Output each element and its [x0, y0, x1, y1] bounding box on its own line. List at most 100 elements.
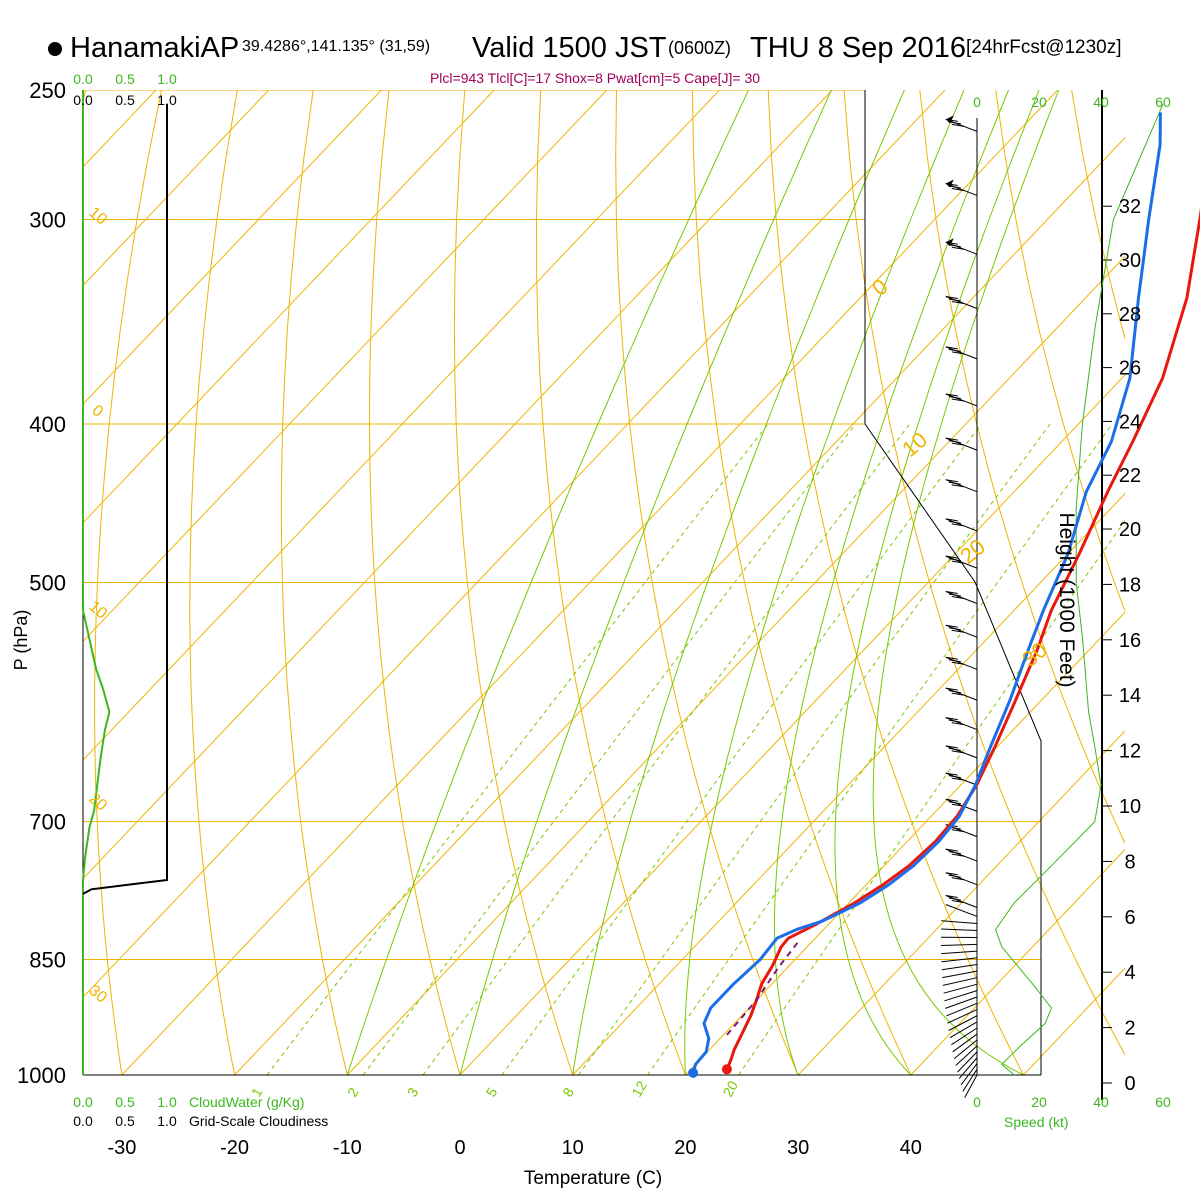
surface-temperature-marker	[721, 1064, 732, 1075]
valid-time: Valid 1500 JST	[472, 32, 667, 64]
theta-label: 0	[88, 402, 106, 421]
wind-barb-feather	[945, 437, 958, 441]
theta-label: 10	[85, 204, 110, 229]
wind-barb-feather	[951, 484, 964, 488]
wind-barb	[945, 296, 978, 309]
height-tick-label: 10	[1119, 796, 1141, 818]
wind-barb	[945, 772, 978, 786]
pressure-tick-label: 700	[29, 810, 66, 835]
wind-barb-feather	[951, 661, 964, 665]
wind-barb	[945, 393, 978, 407]
isotherm-line	[83, 90, 608, 643]
wind-barb-feather	[945, 518, 958, 522]
dry-adiabat-line	[995, 90, 1125, 613]
wind-barb	[945, 798, 978, 812]
height-tick-label: 28	[1119, 304, 1141, 326]
wind-barb-feather	[948, 801, 961, 805]
wind-barb-feather	[951, 829, 964, 833]
cloudwater-tick-bottom: 0.5	[115, 1094, 135, 1110]
wind-barb-feather	[951, 629, 964, 633]
height-tick-label: 26	[1119, 358, 1141, 380]
height-tick-label: 8	[1124, 851, 1135, 873]
wind-barb	[964, 1074, 978, 1098]
wind-barb	[941, 950, 978, 955]
wind-barb-feather	[948, 851, 961, 855]
mixing-ratio-line	[501, 423, 982, 1075]
cloudwater-tick-bottom: 1.0	[157, 1094, 177, 1110]
theta-label: 30	[85, 982, 110, 1007]
wind-barb	[944, 990, 978, 1002]
y-axis-label: P (hPa)	[11, 610, 31, 671]
moist-adiabat-line	[572, 90, 905, 1075]
pressure-tick-label: 250	[29, 78, 66, 103]
cloudwater-tick-top: 0.0	[73, 71, 93, 87]
wind-barb	[945, 848, 978, 862]
wind-barb-pennant	[945, 238, 954, 247]
dry-adiabat-line	[691, 90, 912, 1075]
wind-barb	[942, 970, 978, 979]
wind-barb	[945, 241, 978, 255]
temperature-tick-label: -30	[107, 1137, 136, 1159]
cloudiness-tick-bottom: 1.0	[157, 1113, 177, 1129]
wind-barb-feather	[948, 520, 961, 524]
wind-barb-feather	[948, 659, 961, 663]
wind-barb-feather	[945, 479, 958, 483]
stability-indices: Plcl=943 Tlcl[C]=17 Shox=8 Pwat[cm]=5 Ca…	[430, 70, 760, 86]
wind-barb-feather	[948, 185, 961, 189]
height-tick-label: 12	[1119, 741, 1141, 763]
height-tick-label: 32	[1119, 196, 1141, 218]
wind-barb-feather	[948, 481, 961, 485]
temperature-tick-label: 20	[674, 1137, 696, 1159]
mixing-ratio-line	[578, 423, 1051, 1075]
surface-dewpoint-marker	[688, 1067, 699, 1078]
wind-barb-feather	[951, 722, 964, 726]
wind-barb	[941, 920, 978, 925]
height-tick-label: 0	[1124, 1073, 1135, 1095]
wind-barb-feather	[948, 121, 961, 125]
speed-tick-label-bottom: 60	[1155, 1094, 1171, 1110]
pressure-tick-label: 850	[29, 948, 66, 973]
temperature-tick-label: -10	[333, 1137, 362, 1159]
wind-barb-feather	[945, 895, 958, 898]
speed-tick-label-top: 40	[1093, 94, 1109, 110]
wind-barb	[945, 437, 978, 451]
wind-barb-feather	[951, 123, 964, 127]
mixing-ratio-label: 8	[559, 1085, 577, 1100]
wind-barb-feather	[948, 897, 961, 901]
cloudiness-tick-top: 0.5	[115, 92, 135, 108]
moist-adiabat-line	[346, 90, 749, 1075]
wind-barb-feather	[951, 877, 964, 881]
wind-barb-feather	[945, 848, 958, 852]
cloudiness-tick-bottom: 0.5	[115, 1113, 135, 1129]
wind-barb-feather	[951, 351, 964, 355]
wind-barb-feather	[945, 624, 958, 628]
wind-barb	[948, 1015, 978, 1031]
dry-adiabat-line	[843, 90, 1125, 1056]
speed-tick-label-bottom: 40	[1093, 1094, 1109, 1110]
moist-adiabat-line	[684, 90, 965, 1075]
wind-barb	[953, 1039, 978, 1059]
height-tick-label: 20	[1119, 519, 1141, 541]
wind-barb-feather	[948, 298, 961, 302]
wind-barb	[941, 964, 978, 971]
isotherm-line	[83, 90, 833, 880]
dry-adiabat-line	[453, 90, 574, 1075]
height-tick-label: 22	[1119, 465, 1141, 487]
wind-barb-pennant	[945, 179, 954, 188]
wind-barb-feather	[945, 717, 958, 721]
wind-barb	[945, 624, 978, 638]
wind-barb-feather	[948, 440, 961, 444]
wind-barb-feather	[945, 687, 958, 691]
isotherm-line	[83, 90, 382, 405]
wind-barb-feather	[948, 348, 961, 352]
wind-barb	[952, 1033, 978, 1053]
station-marker-icon	[48, 42, 62, 56]
height-tick-label: 6	[1124, 907, 1135, 929]
cloudwater-legend: CloudWater (g/Kg)	[189, 1094, 304, 1110]
wind-barb-feather	[951, 900, 964, 903]
cloud-panel	[82, 90, 168, 1075]
wind-barb-feather	[945, 346, 958, 350]
wind-barb-pennant	[945, 115, 954, 124]
dry-adiabat-line	[280, 90, 348, 1075]
wind-barb-feather	[948, 747, 961, 751]
